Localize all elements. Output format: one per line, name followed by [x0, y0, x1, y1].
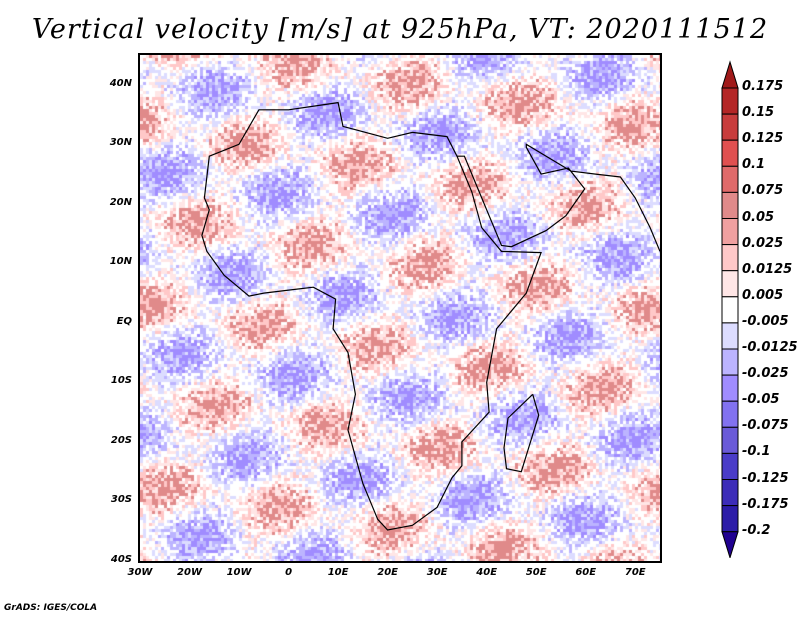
colorbar-swatch — [721, 452, 739, 480]
colorbar — [721, 60, 739, 558]
lat-label: EQ — [116, 315, 132, 327]
lat-label: 30S — [110, 494, 132, 506]
colorbar-label: -0.2 — [742, 522, 771, 538]
colorbar-swatch — [721, 426, 739, 454]
colorbar-label: 0.005 — [742, 287, 784, 303]
lat-label: 30N — [109, 137, 132, 149]
plot-title: Vertical velocity [m/s] at 925hPa, VT: 2… — [31, 14, 769, 45]
colorbar-swatch — [721, 218, 739, 246]
vertical-velocity-field — [140, 55, 660, 561]
colorbar-swatch — [721, 139, 739, 167]
colorbar-swatch — [721, 244, 739, 272]
colorbar-label: 0.125 — [742, 131, 784, 147]
colorbar-label: -0.175 — [742, 496, 789, 512]
lat-label: 10N — [109, 256, 132, 268]
colorbar-swatch — [721, 322, 739, 350]
colorbar-swatch — [721, 479, 739, 507]
lon-label: 40E — [476, 567, 498, 578]
lon-label: 10E — [327, 567, 349, 578]
colorbar-label: 0.1 — [742, 157, 766, 173]
colorbar-swatch — [721, 165, 739, 193]
colorbar-label: -0.125 — [742, 470, 789, 486]
lon-label: 70E — [624, 567, 646, 578]
colorbar-swatch — [721, 374, 739, 402]
lon-label: 0 — [285, 567, 293, 578]
madagascar-coastline — [503, 393, 540, 473]
arabia-coastline — [457, 143, 660, 252]
lon-label: 20E — [377, 567, 398, 578]
colorbar-label: 0.0125 — [742, 261, 793, 277]
colorbar-arrow-top — [721, 60, 739, 89]
colorbar-swatch — [721, 191, 739, 219]
credit-text: GrADS: IGES/COLA — [4, 603, 98, 613]
colorbar-swatch — [721, 505, 739, 533]
colorbar-arrow-bottom — [721, 531, 739, 558]
lat-label: 20N — [109, 196, 132, 208]
colorbar-label: 0.025 — [742, 235, 784, 251]
colorbar-swatch — [721, 113, 739, 141]
colorbar-label: 0.075 — [742, 183, 784, 199]
colorbar-label: -0.1 — [742, 444, 771, 460]
colorbar-label: -0.005 — [742, 313, 789, 329]
colorbar-label: -0.0125 — [742, 340, 798, 355]
colorbar-swatch — [721, 296, 739, 324]
colorbar-label: 0.05 — [742, 209, 775, 225]
colorbar-swatch — [721, 87, 739, 115]
map-plot — [138, 53, 662, 563]
lon-label: 30E — [426, 567, 448, 578]
africa-coastline — [201, 101, 542, 531]
lat-label: 20S — [110, 434, 132, 446]
colorbar-label: -0.025 — [742, 366, 789, 382]
lon-label: 60E — [575, 567, 597, 578]
lon-label: 20W — [177, 567, 202, 578]
lat-label: 10S — [110, 375, 132, 387]
colorbar-swatch — [721, 270, 739, 298]
lon-label: 30W — [127, 567, 153, 578]
lon-label: 50E — [525, 567, 547, 578]
colorbar-swatch — [721, 348, 739, 376]
lat-label: 40N — [109, 77, 132, 89]
lon-label: 10W — [226, 567, 252, 578]
colorbar-label: 0.175 — [742, 79, 784, 94]
colorbar-swatch — [721, 400, 739, 428]
colorbar-label: -0.075 — [742, 418, 789, 434]
lat-label: 40S — [110, 554, 132, 565]
coastlines — [201, 101, 660, 531]
colorbar-label: 0.15 — [742, 105, 775, 121]
colorbar-label: -0.05 — [742, 392, 780, 408]
